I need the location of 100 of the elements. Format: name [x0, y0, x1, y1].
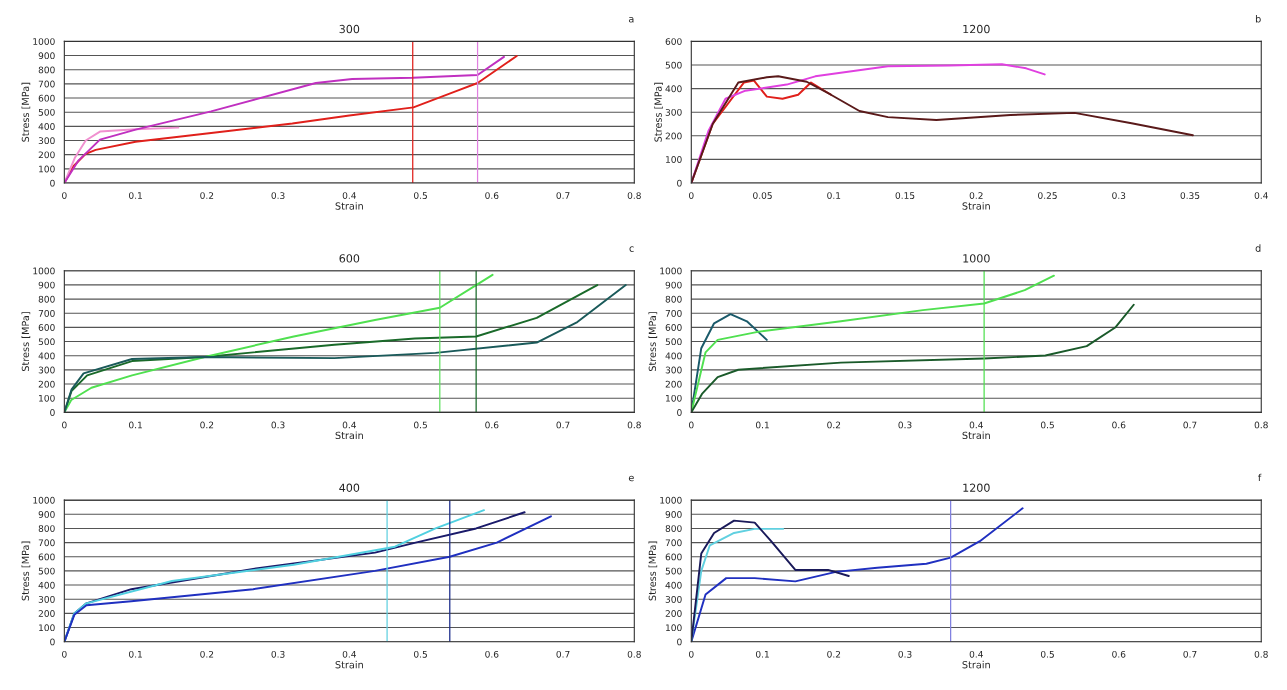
- x-tick-label: 0.2: [827, 421, 841, 429]
- y-tick-label: 800: [665, 525, 682, 532]
- x-tick-label: 0.1: [755, 421, 769, 429]
- x-tick-label: 0.1: [129, 650, 142, 658]
- x-tick-label: 0.6: [485, 421, 499, 429]
- y-axis-title: Stress [MPa]: [648, 541, 658, 601]
- x-tick-label: 0.6: [485, 650, 499, 658]
- y-axis-title: Stress [MPa]: [21, 82, 31, 142]
- x-tick-label: 0.7: [556, 421, 570, 429]
- y-tick-label: 500: [38, 338, 55, 346]
- y-tick-label: 100: [39, 165, 55, 173]
- y-axis-title: Stress [MPa]: [648, 312, 658, 372]
- y-tick-label: 200: [665, 132, 682, 140]
- x-tick-label: 0.6: [1112, 650, 1126, 658]
- y-tick-label: 100: [39, 394, 55, 402]
- y-tick-label: 0: [50, 179, 55, 187]
- x-tick-label: 0.8: [627, 192, 641, 199]
- y-tick-label: 100: [666, 156, 682, 163]
- x-tick-label: 0.4: [969, 421, 983, 429]
- y-tick-label: 1000: [33, 496, 55, 504]
- y-tick-label: 500: [38, 108, 55, 116]
- x-tick-label: 0: [689, 650, 694, 658]
- y-tick-label: 600: [665, 553, 682, 561]
- x-tick-label: 0.1: [129, 192, 142, 199]
- x-tick-label: 0.25: [1038, 192, 1057, 199]
- x-tick-label: 0.3: [271, 650, 285, 658]
- y-tick-label: 300: [38, 595, 55, 603]
- x-tick-label: 0.5: [413, 421, 427, 429]
- y-tick-label: 500: [665, 567, 682, 575]
- text: b: [1255, 15, 1261, 23]
- x-tick-label: 0.4: [342, 192, 356, 199]
- x-tick-label: 0.4: [342, 421, 356, 429]
- y-tick-label: 300: [665, 108, 682, 116]
- x-axis-title: Strain: [335, 202, 363, 210]
- x-tick-label: 0.2: [200, 650, 214, 658]
- x-tick-label: 0.6: [485, 192, 499, 199]
- x-tick-label: 0.8: [1254, 650, 1268, 658]
- y-tick-label: 900: [38, 511, 55, 518]
- y-tick-label: 700: [665, 539, 682, 547]
- line-series: [691, 303, 1135, 413]
- x-tick-label: 0.3: [898, 421, 912, 429]
- y-tick-label: 200: [38, 151, 55, 159]
- x-tick-label: 0.1: [755, 650, 769, 658]
- x-tick-label: 0.3: [271, 421, 285, 429]
- x-tick-label: 0.4: [342, 650, 356, 658]
- y-tick-label: 800: [38, 525, 55, 532]
- y-tick-label: 1000: [660, 496, 682, 504]
- y-tick-label: 400: [38, 352, 55, 360]
- x-tick-label: 0.7: [556, 650, 570, 658]
- x-tick-label: 0.3: [1112, 192, 1126, 199]
- y-tick-label: 800: [665, 295, 682, 303]
- y-tick-label: 300: [665, 366, 682, 374]
- y-tick-label: 700: [38, 309, 55, 317]
- y-tick-label: 0: [50, 638, 55, 646]
- text: e: [628, 475, 634, 482]
- x-tick-label: 0.15: [895, 192, 915, 199]
- y-tick-label: 900: [665, 511, 682, 518]
- y-tick-label: 300: [38, 366, 55, 374]
- chart-title: 1200: [963, 24, 990, 34]
- x-tick-label: 0.7: [556, 192, 570, 199]
- y-tick-label: 100: [39, 624, 55, 632]
- y-tick-label: 600: [38, 553, 55, 561]
- y-tick-label: 0: [677, 409, 682, 416]
- y-tick-label: 800: [38, 295, 55, 303]
- x-tick-label: 0.8: [1254, 421, 1268, 429]
- x-tick-label: 0: [689, 421, 694, 429]
- y-tick-label: 400: [665, 352, 682, 360]
- x-tick-label: 0.8: [627, 421, 641, 429]
- y-tick-label: 0: [677, 638, 682, 646]
- y-tick-label: 200: [665, 380, 682, 388]
- x-axis-title: Strain: [962, 202, 990, 210]
- chart-title: 400: [339, 483, 360, 492]
- line-series: [64, 273, 494, 413]
- x-tick-label: 0.4: [1254, 192, 1268, 199]
- x-tick-label: 0.2: [200, 192, 214, 199]
- y-axis-title: Stress [MPa]: [654, 82, 663, 142]
- y-axis-title: Stress [MPa]: [21, 541, 31, 601]
- y-axis-title: Stress [MPa]: [21, 312, 31, 372]
- y-tick-label: 400: [665, 581, 682, 589]
- x-tick-label: 0.3: [271, 192, 285, 199]
- x-axis-title: Strain: [962, 431, 990, 440]
- x-tick-label: 0.3: [898, 650, 912, 658]
- y-tick-label: 600: [38, 324, 55, 331]
- text: a: [628, 16, 634, 23]
- x-tick-label: 0.4: [969, 650, 983, 658]
- x-tick-label: 0: [62, 421, 67, 429]
- y-tick-label: 300: [665, 595, 682, 603]
- y-tick-label: 800: [38, 66, 55, 74]
- y-tick-label: 900: [665, 281, 682, 289]
- x-tick-label: 0.5: [1040, 421, 1054, 429]
- y-tick-label: 500: [38, 567, 55, 575]
- line-series: [691, 519, 850, 642]
- x-tick-label: 0: [62, 192, 67, 199]
- x-axis-title: Strain: [962, 660, 990, 669]
- x-tick-label: 0.35: [1180, 192, 1200, 199]
- y-tick-label: 900: [38, 281, 55, 289]
- text: d: [1255, 244, 1261, 252]
- y-tick-label: 100: [666, 624, 682, 632]
- chart-title: 300: [339, 24, 360, 34]
- y-tick-label: 900: [38, 52, 55, 60]
